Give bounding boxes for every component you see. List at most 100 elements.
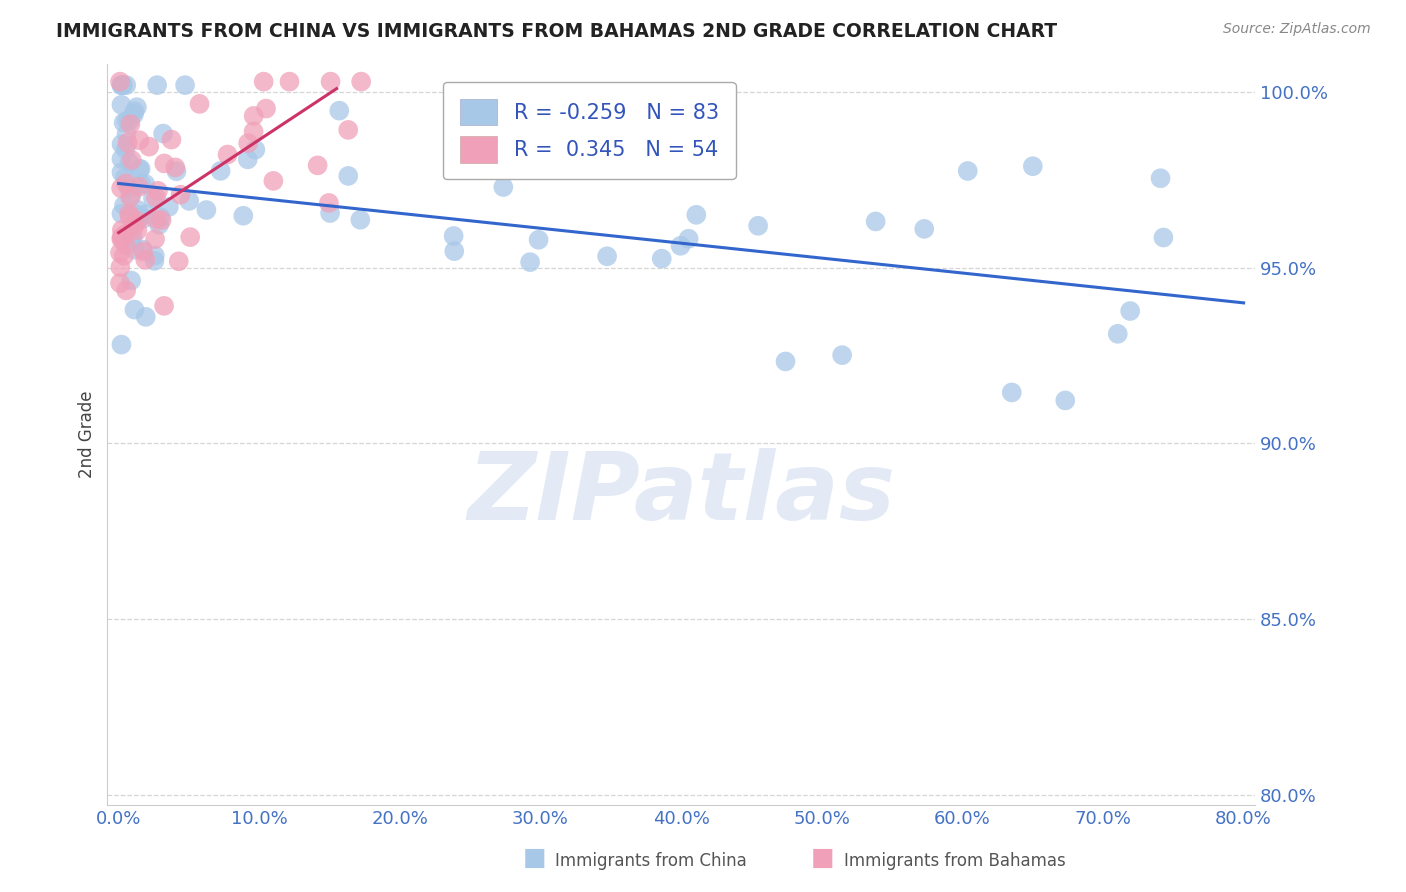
Point (167, 254, 190, 268)
Point (166, 164, 188, 178)
Point (153, 156, 176, 170)
Point (232, 209, 254, 223)
Point (118, 113, 141, 128)
Text: Immigrants from China: Immigrants from China (555, 852, 747, 870)
Point (165, 161, 187, 175)
Point (146, 78, 169, 92)
Point (1022, 159, 1045, 173)
Point (120, 273, 142, 287)
Point (110, 337, 132, 351)
Point (110, 181, 132, 195)
Point (174, 78, 197, 92)
Point (651, 252, 673, 266)
Point (349, 212, 371, 227)
Point (865, 214, 887, 228)
Point (112, 249, 135, 263)
Point (148, 218, 170, 232)
Point (179, 194, 201, 208)
Point (127, 223, 149, 237)
Point (669, 239, 692, 253)
Point (108, 75, 131, 89)
Point (110, 78, 132, 92)
Y-axis label: 2nd Grade: 2nd Grade (79, 391, 96, 478)
Point (188, 96, 211, 111)
Point (127, 214, 149, 228)
Point (956, 164, 979, 178)
Point (110, 207, 132, 221)
Point (1119, 304, 1142, 318)
Point (117, 136, 139, 150)
Point (153, 299, 176, 313)
Point (775, 354, 797, 368)
Point (118, 180, 141, 194)
Point (110, 230, 132, 244)
Point (122, 107, 145, 121)
Text: Source: ZipAtlas.com: Source: ZipAtlas.com (1223, 22, 1371, 37)
Point (134, 177, 156, 191)
Point (110, 137, 132, 152)
Point (120, 190, 142, 204)
Point (111, 78, 134, 92)
Point (118, 155, 141, 169)
Point (678, 232, 700, 246)
Point (112, 115, 135, 129)
Point (319, 206, 342, 220)
Point (254, 102, 277, 116)
Point (121, 188, 143, 202)
Point (110, 260, 132, 275)
Point (242, 124, 264, 138)
Point (121, 230, 143, 244)
Point (152, 127, 174, 141)
Text: ■: ■ (811, 846, 834, 870)
Point (115, 284, 138, 298)
Point (242, 109, 264, 123)
Text: ■: ■ (523, 846, 546, 870)
Point (492, 180, 515, 194)
Point (121, 153, 143, 167)
Point (443, 244, 465, 259)
Point (209, 164, 232, 178)
Point (146, 184, 169, 198)
Point (134, 252, 156, 267)
Point (132, 244, 155, 259)
Text: IMMIGRANTS FROM CHINA VS IMMIGRANTS FROM BAHAMAS 2ND GRADE CORRELATION CHART: IMMIGRANTS FROM CHINA VS IMMIGRANTS FROM… (56, 22, 1057, 41)
Point (125, 210, 148, 224)
Point (149, 211, 172, 225)
Point (1152, 230, 1174, 244)
Point (128, 133, 150, 147)
Point (169, 187, 191, 202)
Point (318, 196, 340, 211)
Point (1149, 171, 1171, 186)
Point (245, 143, 267, 157)
Point (160, 133, 183, 147)
Point (747, 219, 769, 233)
Legend: R = -0.259   N = 83, R =  0.345   N = 54: R = -0.259 N = 83, R = 0.345 N = 54 (443, 82, 735, 179)
Point (122, 219, 145, 234)
Point (596, 249, 619, 263)
Point (350, 75, 373, 89)
Point (143, 249, 166, 263)
Point (118, 210, 141, 224)
Point (135, 207, 157, 221)
Point (527, 233, 550, 247)
Point (238, 136, 260, 150)
Point (125, 207, 148, 221)
Point (110, 232, 132, 246)
Point (262, 174, 284, 188)
Point (307, 158, 329, 172)
Point (128, 162, 150, 177)
Point (253, 75, 276, 89)
Point (138, 139, 160, 153)
Point (124, 243, 146, 257)
Point (157, 200, 180, 214)
Point (110, 78, 132, 92)
Point (145, 212, 167, 227)
Point (179, 230, 201, 244)
Point (831, 348, 853, 362)
Point (143, 232, 166, 246)
Point (120, 117, 142, 131)
Point (110, 97, 132, 112)
Point (337, 169, 360, 183)
Point (115, 113, 138, 128)
Point (278, 75, 301, 89)
